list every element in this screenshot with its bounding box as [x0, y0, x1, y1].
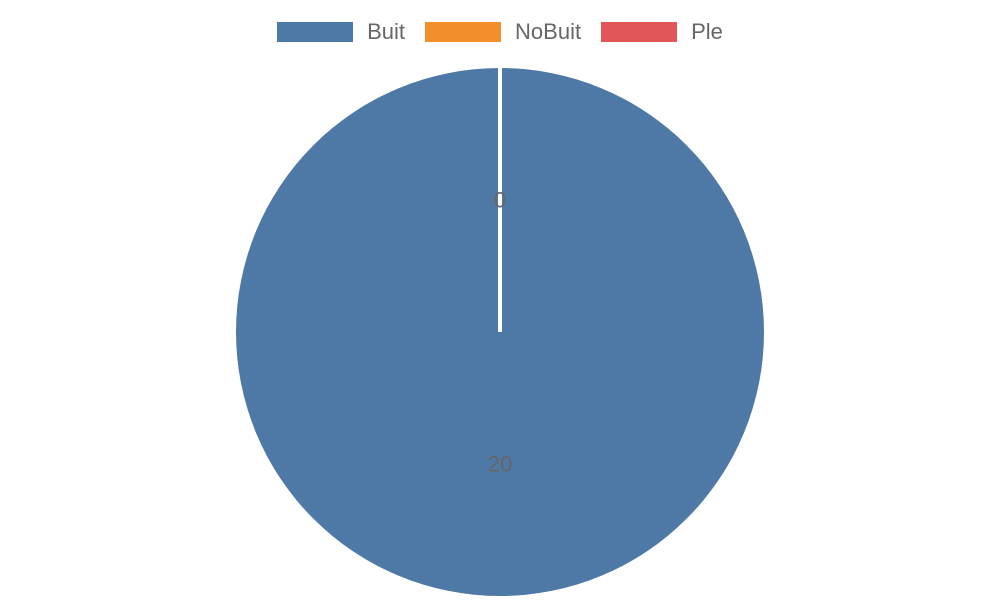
legend-item-buit[interactable]: Buit — [277, 20, 405, 44]
slices-layer — [236, 68, 764, 596]
legend-item-ple[interactable]: Ple — [601, 20, 723, 44]
legend-label-nobuit: NoBuit — [515, 19, 582, 44]
data-label-nobuit: 0 — [494, 188, 506, 213]
legend-swatch-nobuit — [425, 22, 502, 42]
legend-item-nobuit[interactable]: NoBuit — [425, 20, 581, 44]
data-labels-layer: 20 0 — [488, 188, 512, 477]
legend-swatch-buit — [277, 22, 354, 42]
chart-legend: Buit NoBuit Ple — [0, 20, 1000, 44]
legend-label-buit: Buit — [367, 19, 406, 44]
data-label-buit: 20 — [488, 452, 512, 477]
legend-label-ple: Ple — [691, 19, 723, 44]
legend-swatch-ple — [601, 22, 678, 42]
